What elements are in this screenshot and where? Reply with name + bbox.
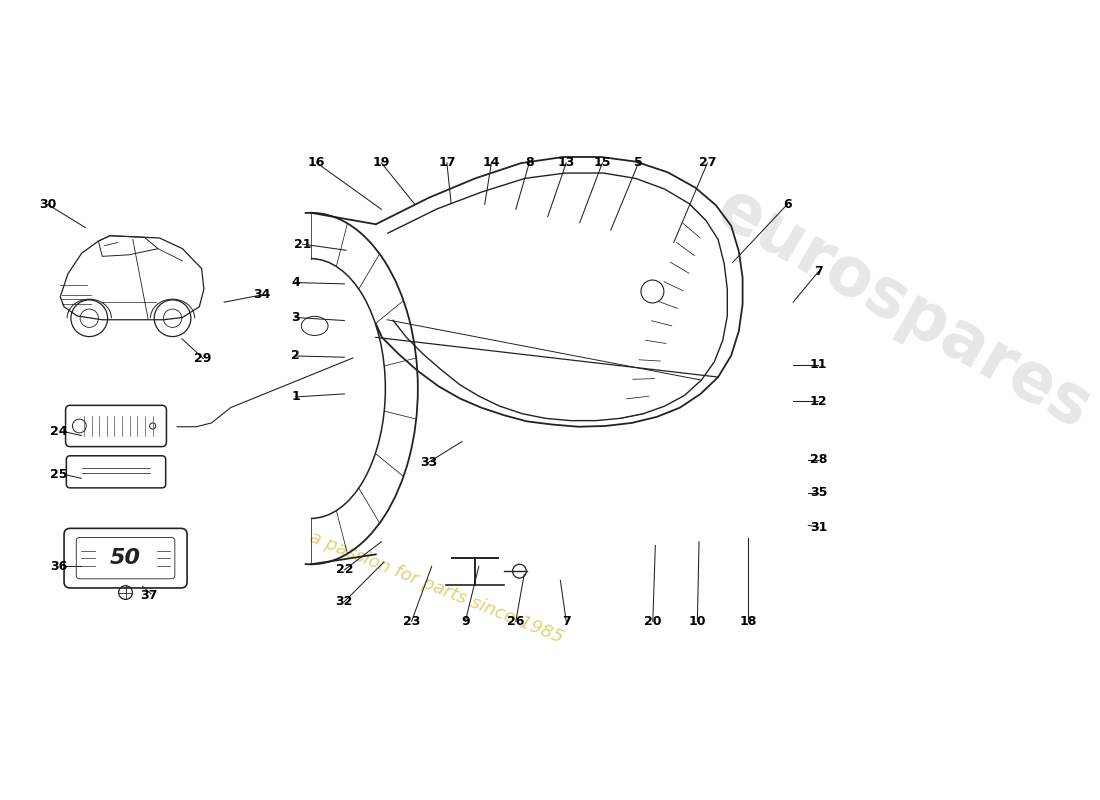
Text: 17: 17 (438, 156, 455, 170)
Text: 30: 30 (39, 198, 56, 211)
Text: 15: 15 (594, 156, 612, 170)
Text: 20: 20 (645, 614, 661, 628)
Text: 16: 16 (308, 156, 326, 170)
Text: eurospares: eurospares (704, 174, 1100, 442)
Text: 11: 11 (810, 358, 827, 371)
Text: 7: 7 (562, 614, 571, 628)
Text: 14: 14 (483, 156, 500, 170)
Text: 4: 4 (292, 276, 300, 289)
Text: 5: 5 (634, 156, 642, 170)
Text: 13: 13 (558, 156, 575, 170)
Text: 12: 12 (810, 394, 827, 408)
Text: 24: 24 (50, 426, 67, 438)
Text: 21: 21 (294, 238, 311, 250)
Text: a passion for parts since 1985: a passion for parts since 1985 (307, 528, 565, 646)
Text: 2: 2 (292, 350, 300, 362)
Text: 6: 6 (783, 198, 792, 211)
Text: 35: 35 (810, 486, 827, 499)
Text: 29: 29 (195, 352, 212, 365)
Text: 1: 1 (292, 390, 300, 403)
Text: 22: 22 (336, 563, 353, 577)
Text: 3: 3 (292, 311, 300, 324)
Text: 8: 8 (525, 156, 533, 170)
Text: 19: 19 (373, 156, 390, 170)
Text: 32: 32 (336, 595, 353, 608)
Text: 7: 7 (814, 265, 823, 278)
Text: 9: 9 (461, 614, 470, 628)
Text: 34: 34 (253, 288, 271, 302)
Text: 26: 26 (507, 614, 525, 628)
Text: 25: 25 (50, 468, 67, 481)
Text: 50: 50 (110, 548, 141, 568)
Text: 27: 27 (698, 156, 716, 170)
Text: 31: 31 (810, 521, 827, 534)
Text: 37: 37 (140, 589, 157, 602)
Text: 28: 28 (810, 454, 827, 466)
Text: 23: 23 (403, 614, 420, 628)
Text: 33: 33 (420, 456, 437, 469)
Text: 10: 10 (689, 614, 706, 628)
Text: 18: 18 (739, 614, 757, 628)
Text: 36: 36 (50, 560, 67, 573)
